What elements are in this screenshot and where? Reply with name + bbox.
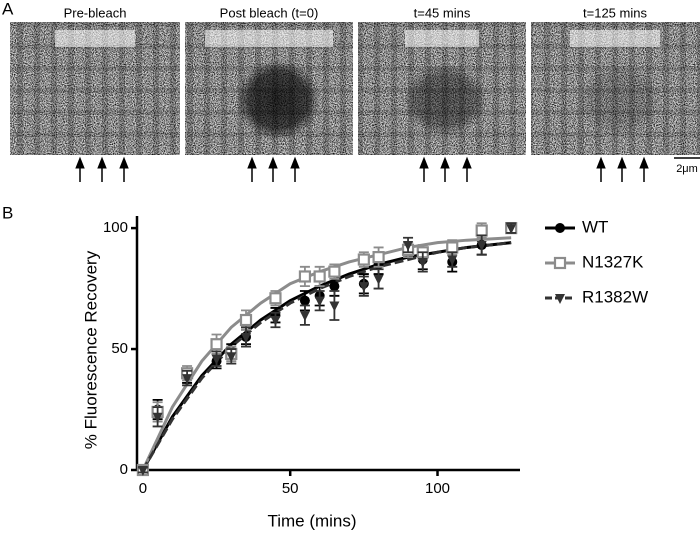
legend-marker [553, 256, 567, 270]
arrow-head [462, 156, 472, 169]
plot: 0 50 100 0 50 100 WT N1327K R1382W [103, 216, 648, 497]
arrow-head [247, 156, 257, 169]
x-tick-label: 0 [139, 480, 147, 497]
legend-label: R1382W [582, 287, 648, 306]
arrow-head [639, 156, 649, 169]
image [531, 22, 700, 155]
arrow-head [617, 156, 627, 169]
x-tick-label: 100 [425, 480, 450, 497]
scale-bar-label: 2μm [676, 163, 698, 175]
point [299, 311, 310, 322]
fit-line [141, 241, 512, 471]
arrow-head [419, 156, 429, 169]
arrow-head [119, 156, 129, 169]
image-title: Post bleach (t=0) [220, 5, 319, 20]
fit-line [141, 241, 512, 471]
arrow-head [97, 156, 107, 169]
point [329, 281, 340, 292]
y-tick-label: 100 [103, 219, 128, 236]
legend-label: WT [582, 217, 608, 236]
point [417, 257, 428, 268]
image-title: Pre-bleach [64, 5, 127, 20]
x-axis-title: Time (mins) [267, 511, 356, 530]
point [329, 301, 340, 312]
arrow-head [75, 156, 85, 169]
point [447, 255, 458, 266]
arrow-head [290, 156, 300, 169]
point [182, 374, 193, 385]
y-tick-label: 50 [111, 340, 128, 357]
point [270, 316, 281, 327]
point [152, 412, 163, 423]
point [476, 241, 487, 252]
point [373, 274, 384, 285]
point [239, 313, 253, 327]
point [210, 338, 223, 351]
image-title: t=45 mins [414, 5, 471, 20]
fit-line [141, 236, 512, 471]
point [328, 265, 341, 278]
legend-marker [555, 223, 565, 233]
point [137, 466, 148, 476]
image [358, 22, 526, 155]
legend-marker [555, 294, 565, 304]
legend-label: N1327K [582, 252, 644, 271]
point [506, 224, 517, 235]
point [403, 241, 414, 252]
point [269, 292, 282, 305]
point [211, 354, 222, 365]
point [313, 270, 326, 283]
point [446, 241, 459, 254]
point [372, 251, 385, 264]
point [357, 253, 370, 266]
image-title: t=125 mins [583, 5, 647, 20]
panel-label: B [2, 203, 13, 222]
y-axis-title: % Fluorescence Recovery [81, 250, 100, 449]
arrows [75, 156, 649, 182]
y-tick-label: 0 [120, 461, 128, 478]
point [299, 295, 310, 306]
point [241, 332, 252, 343]
x-tick-label: 50 [282, 480, 299, 497]
point [358, 282, 369, 293]
point [298, 270, 312, 283]
arrow-head [440, 156, 450, 169]
panel-label: A [2, 0, 14, 18]
point [226, 352, 237, 363]
point [475, 224, 488, 237]
arrow-head [596, 156, 606, 169]
point [314, 296, 325, 307]
image-panels: Pre-bleach Post bleach (t=0) t=45 mins t… [10, 5, 700, 155]
arrow-head [268, 156, 278, 169]
